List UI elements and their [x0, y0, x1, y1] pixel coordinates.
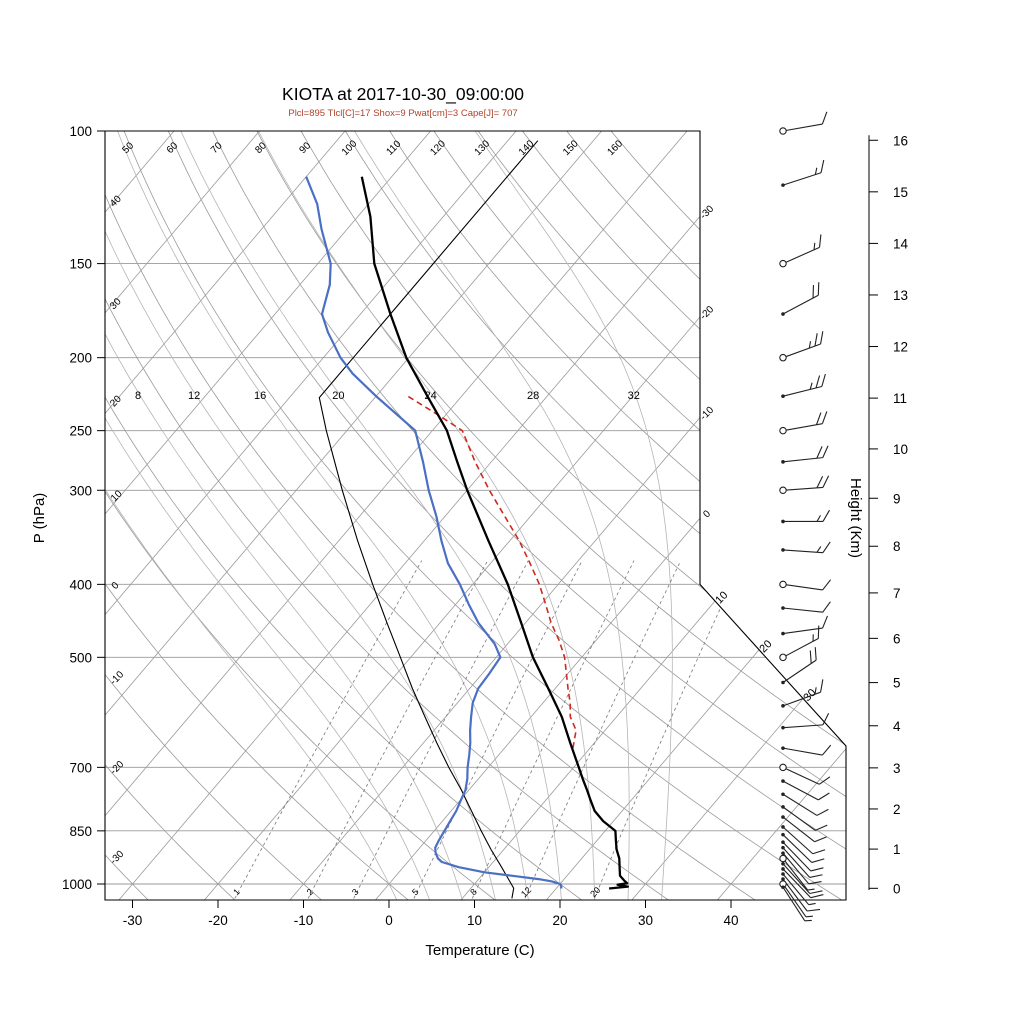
- svg-text:70: 70: [209, 140, 225, 156]
- temperature-axis: -30 -20 -10 0 10 20 30 40 Temperature (C): [123, 900, 739, 959]
- svg-text:80: 80: [253, 140, 269, 156]
- svg-text:14: 14: [893, 236, 909, 251]
- svg-text:30: 30: [638, 913, 653, 928]
- svg-text:0: 0: [701, 508, 713, 520]
- wind-barbs: [779, 111, 832, 922]
- svg-text:50: 50: [121, 140, 137, 156]
- svg-text:15: 15: [893, 185, 908, 200]
- svg-text:12: 12: [188, 390, 200, 402]
- svg-text:2: 2: [305, 887, 316, 898]
- svg-text:11: 11: [893, 391, 907, 406]
- svg-text:-10: -10: [294, 913, 314, 928]
- svg-text:10: 10: [467, 913, 482, 928]
- svg-text:12: 12: [893, 340, 908, 355]
- svg-text:P (hPa): P (hPa): [31, 493, 48, 544]
- svg-text:20: 20: [588, 885, 602, 899]
- svg-text:0: 0: [893, 881, 901, 896]
- svg-text:100: 100: [340, 138, 360, 158]
- mixing-ratio-lines: [234, 560, 743, 899]
- svg-text:24: 24: [424, 390, 436, 402]
- svg-text:Height (Km): Height (Km): [847, 478, 864, 558]
- svg-text:-10: -10: [698, 404, 716, 422]
- svg-text:9: 9: [893, 491, 901, 506]
- svg-text:-10: -10: [108, 669, 126, 687]
- svg-text:90: 90: [298, 140, 314, 156]
- svg-text:-20: -20: [698, 304, 716, 322]
- moist-adiabats: [105, 131, 673, 900]
- svg-text:0: 0: [110, 580, 122, 592]
- svg-text:130: 130: [473, 138, 493, 158]
- mixing-ratio-labels: 1 2 3 5 8 12 20: [231, 885, 602, 899]
- svg-text:8: 8: [893, 539, 901, 554]
- svg-text:2: 2: [893, 802, 901, 817]
- svg-text:150: 150: [69, 257, 92, 272]
- svg-text:140: 140: [517, 138, 537, 158]
- svg-text:10: 10: [713, 589, 730, 606]
- svg-text:40: 40: [723, 913, 738, 928]
- svg-text:16: 16: [893, 133, 908, 148]
- svg-text:20: 20: [552, 913, 567, 928]
- svg-text:1: 1: [893, 842, 901, 857]
- svg-text:850: 850: [69, 824, 92, 839]
- svg-text:8: 8: [468, 887, 479, 898]
- pressure-gridlines: [105, 131, 846, 885]
- svg-text:1000: 1000: [62, 877, 92, 892]
- plot-frame: [104, 130, 847, 901]
- temperature-curve: [360, 176, 630, 890]
- svg-text:32: 32: [628, 390, 640, 402]
- svg-text:Temperature (C): Temperature (C): [425, 942, 534, 959]
- svg-text:5: 5: [893, 676, 901, 691]
- std-atmosphere-curve: [318, 140, 539, 899]
- svg-text:5: 5: [410, 887, 421, 898]
- svg-text:300: 300: [69, 483, 92, 498]
- svg-text:4: 4: [893, 719, 901, 734]
- svg-text:-30: -30: [123, 913, 143, 928]
- svg-text:1: 1: [231, 887, 242, 898]
- svg-text:150: 150: [561, 138, 581, 158]
- svg-text:-20: -20: [108, 759, 126, 777]
- svg-text:16: 16: [254, 390, 266, 402]
- dewpoint-curve: [305, 176, 563, 889]
- svg-text:-30: -30: [108, 848, 126, 866]
- svg-text:3: 3: [350, 887, 361, 898]
- pressure-axis: 100 150 200 250 300 400 500 700 850 1000 P (hPa): [31, 124, 105, 892]
- svg-text:13: 13: [893, 288, 908, 303]
- svg-text:-20: -20: [208, 913, 228, 928]
- svg-text:200: 200: [69, 351, 92, 366]
- svg-text:0: 0: [385, 913, 393, 928]
- svg-text:7: 7: [893, 586, 901, 601]
- svg-text:250: 250: [69, 424, 92, 439]
- isotherms: [105, 131, 846, 900]
- svg-text:20: 20: [332, 390, 344, 402]
- svg-text:160: 160: [605, 138, 625, 158]
- svg-text:120: 120: [428, 138, 448, 158]
- svg-text:-30: -30: [698, 203, 716, 221]
- svg-text:8: 8: [135, 390, 141, 402]
- svg-text:700: 700: [69, 760, 92, 775]
- svg-text:12: 12: [519, 885, 533, 899]
- svg-text:20: 20: [757, 638, 774, 655]
- svg-text:10: 10: [893, 442, 908, 457]
- svg-text:28: 28: [527, 390, 539, 402]
- svg-text:500: 500: [69, 650, 92, 665]
- background-lines: [105, 131, 846, 900]
- svg-text:110: 110: [384, 138, 403, 157]
- svg-text:6: 6: [893, 631, 901, 646]
- svg-text:100: 100: [69, 124, 92, 139]
- svg-text:3: 3: [893, 761, 901, 776]
- svg-text:400: 400: [69, 577, 92, 592]
- moist-adiabat-labels: 8 12 16 20 24 28 32: [135, 390, 640, 402]
